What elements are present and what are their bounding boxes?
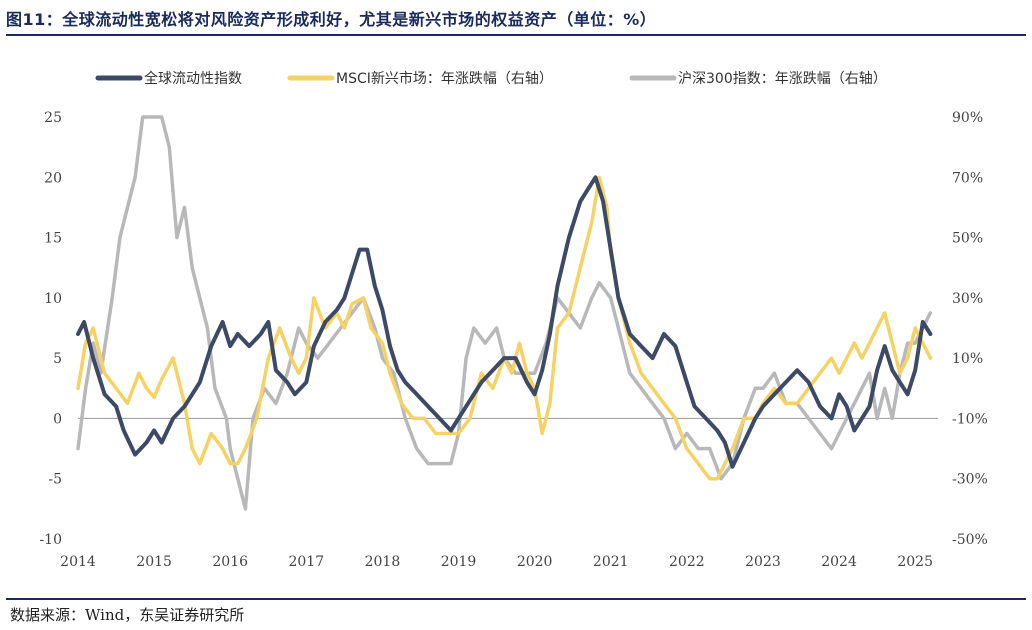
series-line-msci-em <box>76 175 933 481</box>
series-line-global-liquidity <box>76 175 933 469</box>
left-tick-label: -10 <box>39 532 62 548</box>
legend: 全球流动性指数 MSCI新兴市场：年涨跌幅（右轴） 沪深300指数：年涨跌幅（右轴） <box>95 70 887 87</box>
x-axis: 2014 2015 2016 2017 2018 2019 2020 2021 2022 2023… <box>60 554 933 570</box>
right-tick-label: 90% <box>952 110 983 126</box>
legend-msci-em-label: MSCI新兴市场：年涨跌幅（右轴） <box>336 70 553 87</box>
right-tick-label: 70% <box>952 170 983 186</box>
left-tick-label: 25 <box>44 110 62 126</box>
x-tick-label: 2014 <box>60 554 96 570</box>
right-tick-label: 50% <box>952 231 983 247</box>
top-rule <box>6 34 1026 36</box>
legend-global-liquidity-label: 全球流动性指数 <box>144 70 242 87</box>
left-tick-label: 20 <box>44 170 62 186</box>
left-tick-label: -5 <box>48 472 62 488</box>
right-axis: 90% 70% 50% 30% 10% -10% -30% -50% <box>952 110 988 548</box>
figure-title: 图11：全球流动性宽松将对风险资产形成利好，尤其是新兴市场的权益资产（单位：%） <box>6 10 657 29</box>
right-tick-label: -30% <box>952 472 988 488</box>
x-tick-label: 2017 <box>288 554 324 570</box>
legend-csi300-label: 沪深300指数：年涨跌幅（右轴） <box>678 71 887 87</box>
right-tick-label: 30% <box>952 291 983 307</box>
x-tick-label: 2019 <box>441 554 477 570</box>
x-tick-label: 2023 <box>745 554 781 570</box>
left-tick-label: 10 <box>44 291 62 307</box>
source-note: 数据来源：Wind，东吴证券研究所 <box>10 606 245 624</box>
right-tick-label: 10% <box>952 351 983 367</box>
x-tick-label: 2016 <box>212 554 248 570</box>
bottom-rule <box>6 598 1026 600</box>
x-tick-label: 2015 <box>136 554 172 570</box>
chart-canvas: 全球流动性指数 MSCI新兴市场：年涨跌幅（右轴） 沪深300指数：年涨跌幅（右轴）… <box>39 70 988 570</box>
x-tick-label: 2025 <box>897 554 933 570</box>
series-layer <box>76 115 933 511</box>
x-tick-label: 2020 <box>517 554 553 570</box>
x-tick-label: 2018 <box>365 554 401 570</box>
x-tick-label: 2024 <box>821 554 857 570</box>
left-axis: 25 20 15 10 5 0 -5 -10 <box>39 110 62 548</box>
x-tick-label: 2021 <box>593 554 629 570</box>
left-tick-label: 5 <box>53 351 62 367</box>
series-line-csi300 <box>76 115 933 511</box>
right-tick-label: -50% <box>952 532 988 548</box>
left-tick-label: 0 <box>53 411 62 427</box>
x-tick-label: 2022 <box>669 554 705 570</box>
left-tick-label: 15 <box>44 231 62 247</box>
right-tick-label: -10% <box>952 411 988 427</box>
